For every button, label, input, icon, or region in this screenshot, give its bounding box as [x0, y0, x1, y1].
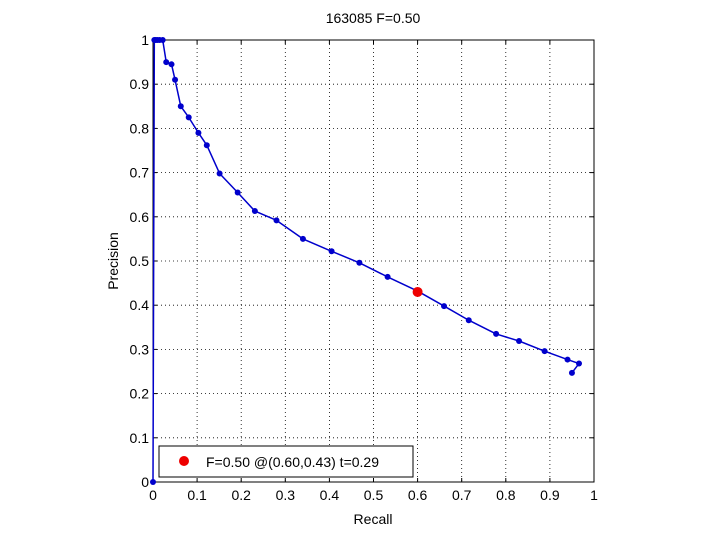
series-point	[185, 114, 192, 121]
best-f-point	[412, 286, 423, 297]
axis-ticks: 0 0.1 0.2 0.3 0.4 0.5 0.6 0.7 0.8 0.9 1 0 0.1 0.2 0.3 0…	[130, 32, 599, 503]
series-point	[150, 479, 156, 485]
series-point	[172, 76, 179, 83]
series-point	[568, 369, 575, 376]
series-point	[576, 360, 583, 367]
x-tick-label: 0.6	[408, 487, 428, 503]
x-tick-label: 0.1	[187, 487, 207, 503]
series-point	[541, 348, 548, 355]
y-tick-label: 0.6	[130, 209, 150, 225]
series-point	[177, 103, 184, 110]
series-point	[203, 142, 210, 149]
y-tick-label: 0.9	[130, 76, 150, 92]
x-tick-label: 0.8	[496, 487, 516, 503]
y-tick-label: 0.7	[130, 165, 150, 181]
series-point	[493, 330, 500, 337]
x-tick-label: 0.4	[320, 487, 340, 503]
series-point	[159, 37, 166, 43]
x-tick-label: 0.5	[364, 487, 384, 503]
y-tick-label: 0.3	[130, 341, 150, 357]
series-point	[328, 248, 335, 255]
series-point	[251, 208, 258, 215]
legend-entry: F=0.50 @(0.60,0.43) t=0.29	[206, 454, 379, 470]
series-point	[441, 303, 448, 310]
y-tick-label: 0.2	[130, 386, 150, 402]
series-point	[234, 189, 241, 196]
chart-title: 163085 F=0.50	[326, 10, 421, 26]
series-point	[516, 338, 523, 345]
y-axis-label: Precision	[105, 232, 121, 290]
y-tick-label: 0.8	[130, 120, 150, 136]
x-tick-label: 0.2	[231, 487, 251, 503]
series-point	[273, 217, 280, 224]
highlight-layer	[412, 286, 423, 297]
series-point	[163, 59, 170, 66]
series-point	[299, 235, 306, 242]
y-tick-label: 0.1	[130, 430, 150, 446]
series-point	[465, 317, 472, 324]
x-tick-label: 0	[149, 487, 157, 503]
series-point	[168, 61, 175, 68]
series-point	[384, 273, 391, 280]
y-tick-label: 0.4	[130, 297, 150, 313]
x-tick-label: 0.3	[276, 487, 296, 503]
x-tick-label: 0.9	[540, 487, 560, 503]
series-layer	[150, 37, 583, 485]
y-tick-label: 1	[141, 32, 149, 48]
series-point	[564, 356, 571, 363]
x-axis-label: Recall	[354, 511, 393, 527]
series-point	[356, 259, 363, 266]
y-tick-label: 0.5	[130, 253, 150, 269]
series-point	[195, 129, 202, 136]
y-tick-label: 0	[141, 474, 149, 490]
legend: F=0.50 @(0.60,0.43) t=0.29	[158, 445, 414, 478]
x-tick-label: 1	[590, 487, 598, 503]
legend-box	[158, 445, 414, 478]
x-tick-label: 0.7	[452, 487, 472, 503]
grid	[153, 40, 594, 482]
legend-marker	[179, 456, 189, 466]
series-point	[216, 170, 223, 177]
